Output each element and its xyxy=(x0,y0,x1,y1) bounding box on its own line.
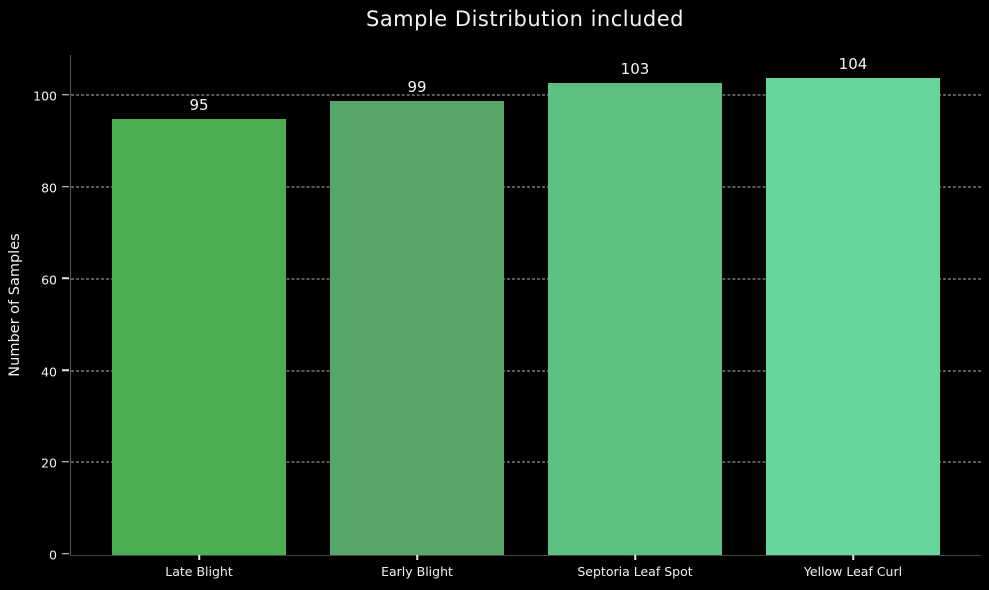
y-tick-label: 40 xyxy=(41,364,57,380)
gridline xyxy=(71,94,981,96)
x-tick-mark xyxy=(852,555,854,560)
y-tick-label: 100 xyxy=(33,88,57,104)
y-tick-mark xyxy=(62,277,69,280)
y-tick-mark xyxy=(62,185,69,188)
x-tick-mark xyxy=(634,555,636,560)
bar-value-label: 95 xyxy=(189,96,209,115)
x-tick-label: Septoria Leaf Spot xyxy=(577,564,693,579)
bar-septoria-leaf-spot xyxy=(548,82,722,555)
y-tick-label: 60 xyxy=(41,272,57,288)
x-tick-mark xyxy=(198,555,200,560)
gridline xyxy=(71,461,981,463)
y-tick-mark xyxy=(62,552,69,555)
x-tick-label: Late Blight xyxy=(165,564,233,579)
gridline xyxy=(71,186,981,188)
bar-value-label: 103 xyxy=(620,59,650,78)
bar-late-blight xyxy=(112,119,286,555)
y-tick-label: 80 xyxy=(41,180,57,196)
bar-yellow-leaf-curl xyxy=(766,77,940,555)
y-tick-mark xyxy=(62,369,69,371)
y-axis-label: Number of Samples xyxy=(7,233,23,377)
gridline xyxy=(71,278,981,280)
bar-early-blight xyxy=(330,100,504,555)
bar-value-label: 99 xyxy=(407,77,427,96)
chart-title: Sample Distribution included xyxy=(365,7,685,31)
bar-value-label: 104 xyxy=(838,54,868,73)
gridline xyxy=(71,370,981,372)
y-tick-label: 20 xyxy=(41,455,57,471)
x-tick-label: Early Blight xyxy=(381,564,453,579)
y-tick-label: 0 xyxy=(49,547,57,563)
y-tick-mark xyxy=(62,94,69,96)
plot-area: 0 20 40 60 80 100 95 Late Blight 99 Early Blight 1… xyxy=(33,54,981,579)
x-tick-label: Yellow Leaf Curl xyxy=(803,564,903,579)
y-tick-mark xyxy=(62,461,69,463)
x-tick-mark xyxy=(416,555,418,560)
